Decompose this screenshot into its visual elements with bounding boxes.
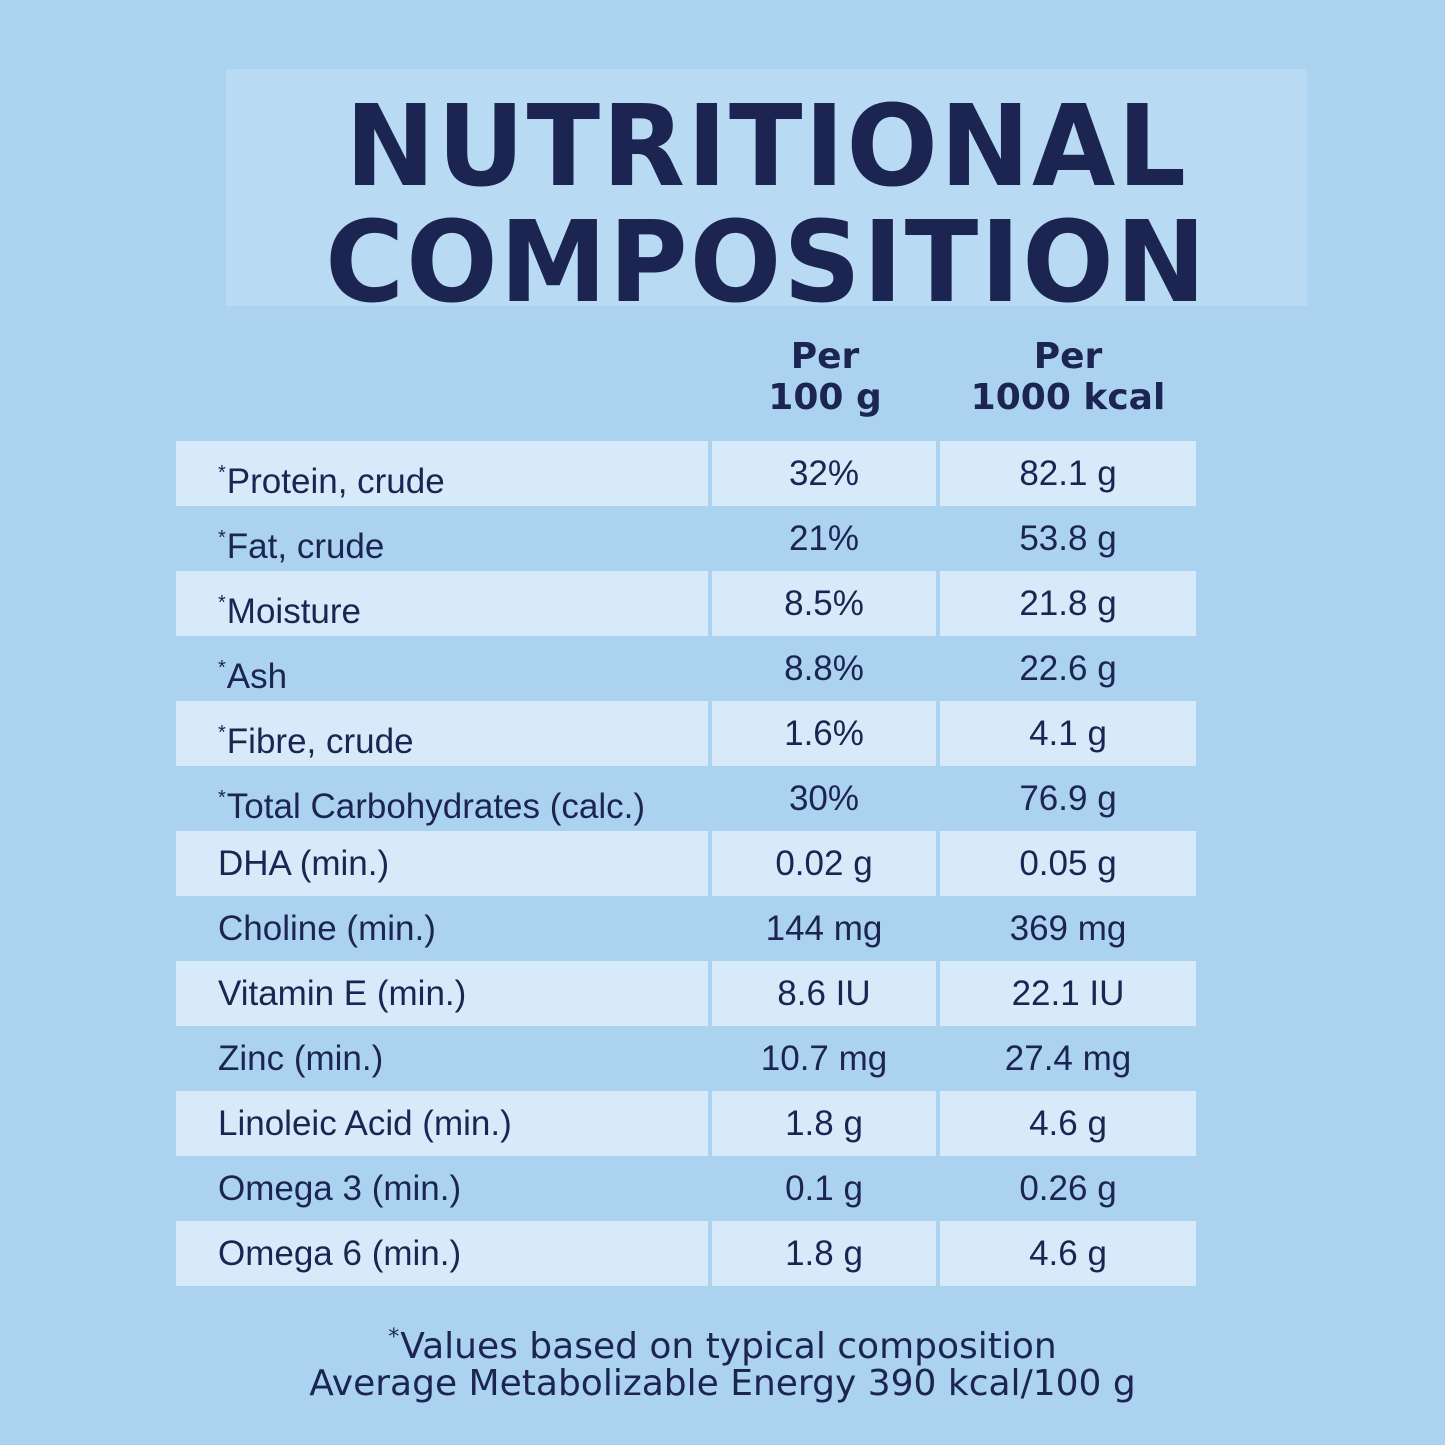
nutrient-name-cell: Zinc (min.) [176,1026,708,1091]
footnote-line-1: Values based on typical composition [400,1326,1057,1367]
value-per-1000kcal: 0.05 g [940,831,1196,896]
footnote-asterisk: * [388,1325,400,1350]
value-per-100g: 1.8 g [712,1091,936,1156]
nutrient-name: Protein, crude [226,462,445,501]
nutrient-name: Omega 3 (min.) [218,1169,462,1208]
nutrient-name-cell: *Ash [176,636,708,701]
table-row: Omega 3 (min.) 0.1 g 0.26 g [176,1156,1196,1221]
value-per-100g: 8.6 IU [712,961,936,1026]
value-per-1000kcal: 53.8 g [1019,519,1117,558]
value-per-1000kcal: 4.1 g [940,701,1196,766]
value-per-1000kcal: 369 mg [1009,909,1127,948]
value-per-1000kcal: 27.4 mg [1004,1039,1132,1078]
nutrient-name: Choline (min.) [218,909,436,948]
page-title-line-2: COMPOSITION [325,198,1208,328]
value-per-1000kcal: 76.9 g [1019,779,1117,818]
value-per-100g: 1.6% [712,701,936,766]
value-per-100g: 8.8% [784,649,864,688]
value-per-1000kcal: 4.6 g [940,1221,1196,1286]
nutrient-name-cell: Omega 6 (min.) [176,1221,708,1286]
value-per-100g: 21% [788,519,860,558]
nutrient-asterisk: * [218,462,226,484]
nutrient-name-cell: *Protein, crude [176,441,708,506]
value-per-100g: 8.5% [712,571,936,636]
nutrient-asterisk: * [218,592,226,614]
value-per-100g: 10.7 mg [760,1039,888,1078]
value-per-1000kcal: 21.8 g [940,571,1196,636]
nutrient-name: Fibre, crude [226,722,414,761]
nutrient-name-cell: Vitamin E (min.) [176,961,708,1026]
nutrient-name: Vitamin E (min.) [218,974,467,1013]
table-row: *Fibre, crude 1.6% 4.1 g [176,701,1196,766]
value-per-100g: 0.02 g [712,831,936,896]
table-row: *Protein, crude 32% 82.1 g [176,441,1196,506]
nutrient-name-cell: Omega 3 (min.) [176,1156,708,1221]
table-row: Zinc (min.) 10.7 mg 27.4 mg [176,1026,1196,1091]
column-header-per-100g-line-1: Per [790,336,860,377]
footnote-metabolizable-energy: Average Metabolizable Energy 390 kcal/10… [309,1363,1136,1404]
column-header-per-1000kcal-line-1: Per [1033,336,1103,377]
nutrient-name: Moisture [226,592,362,631]
page-title-line-1: NUTRITIONAL [345,82,1188,212]
nutrient-asterisk: * [218,722,226,744]
value-per-1000kcal: 82.1 g [940,441,1196,506]
column-header-per-1000kcal-line-2: 1000 kcal [970,377,1166,418]
nutrient-name-cell: DHA (min.) [176,831,708,896]
nutrient-name: Total Carbohydrates (calc.) [226,787,646,826]
nutrient-name-cell: *Fat, crude [176,506,708,571]
nutrient-name: Zinc (min.) [218,1039,384,1078]
table-row: DHA (min.) 0.02 g 0.05 g [176,831,1196,896]
value-per-100g: 144 mg [765,909,883,948]
nutrient-name-cell: *Total Carbohydrates (calc.) [176,766,708,831]
footnote-typical-composition: *Values based on typical composition [0,1316,1445,1369]
nutrient-name-cell: Linoleic Acid (min.) [176,1091,708,1156]
table-row: *Fat, crude 21% 53.8 g [176,506,1196,571]
title-panel: NUTRITIONAL COMPOSITION [226,69,1307,319]
table-row: Choline (min.) 144 mg 369 mg [176,896,1196,961]
column-header-per-100g-line-2: 100 g [768,377,882,418]
value-per-100g: 30% [788,779,860,818]
nutrient-asterisk: * [218,527,226,549]
table-row: Linoleic Acid (min.) 1.8 g 4.6 g [176,1091,1196,1156]
nutrient-name-cell: *Fibre, crude [176,701,708,766]
table-row: Omega 6 (min.) 1.8 g 4.6 g [176,1221,1196,1286]
nutrient-name: DHA (min.) [218,844,390,883]
value-per-100g: 0.1 g [785,1169,863,1208]
value-per-1000kcal: 4.6 g [940,1091,1196,1156]
nutrient-name-cell: Choline (min.) [176,896,708,961]
nutrient-asterisk: * [218,787,226,809]
nutrient-asterisk: * [218,657,226,679]
column-header-per-100g: Per 100 g [714,336,936,418]
value-per-100g: 1.8 g [712,1221,936,1286]
column-header-per-1000kcal: Per 1000 kcal [940,336,1196,418]
value-per-1000kcal: 22.6 g [1019,649,1117,688]
nutrition-table: *Protein, crude 32% 82.1 g *Fat, crude 21% 53… [176,441,1196,1286]
table-row: *Total Carbohydrates (calc.) 30% 76.9 g [176,766,1196,831]
value-per-1000kcal: 0.26 g [1019,1169,1117,1208]
nutrient-name: Ash [226,657,288,696]
table-row: *Moisture 8.5% 21.8 g [176,571,1196,636]
nutrient-name: Fat, crude [226,527,385,566]
value-per-1000kcal: 22.1 IU [940,961,1196,1026]
nutrient-name-cell: *Moisture [176,571,708,636]
value-per-100g: 32% [712,441,936,506]
table-row: *Ash 8.8% 22.6 g [176,636,1196,701]
table-row: Vitamin E (min.) 8.6 IU 22.1 IU [176,961,1196,1026]
nutrient-name: Omega 6 (min.) [218,1234,462,1273]
nutrient-name: Linoleic Acid (min.) [218,1104,512,1143]
